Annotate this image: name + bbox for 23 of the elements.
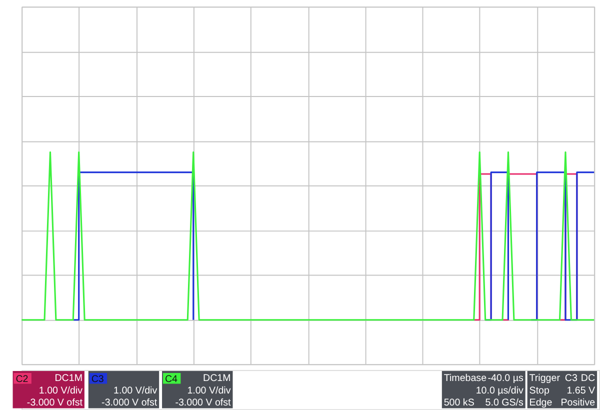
text: Stop (529, 386, 550, 397)
text: DC1M (203, 372, 231, 384)
text: Timebase (444, 372, 488, 384)
text: -40.0 µs (488, 372, 524, 384)
text: DC1M (54, 372, 82, 384)
text: -3.000 V ofst (102, 397, 158, 408)
text: 1.65 V (566, 386, 596, 397)
text: 1.00 V/div (38, 386, 83, 397)
text: 10.0 µs/div (476, 386, 524, 397)
text: DC (580, 372, 596, 384)
text: C4 (164, 374, 178, 385)
text: Trigger (529, 372, 561, 384)
text: -3.000 V ofst (175, 397, 232, 408)
text: 1.00 V/div (114, 386, 158, 397)
text: C3 (564, 372, 578, 384)
text: Positive (560, 397, 596, 408)
text: C2 (16, 374, 28, 385)
text: Edge (529, 397, 553, 408)
text: -3.000 V ofst (26, 397, 83, 408)
text: C3 (91, 374, 104, 385)
text: 1.00 V/div (187, 386, 231, 397)
text: 500 kS (444, 397, 475, 408)
text: 5.0 GS/s (485, 397, 524, 408)
